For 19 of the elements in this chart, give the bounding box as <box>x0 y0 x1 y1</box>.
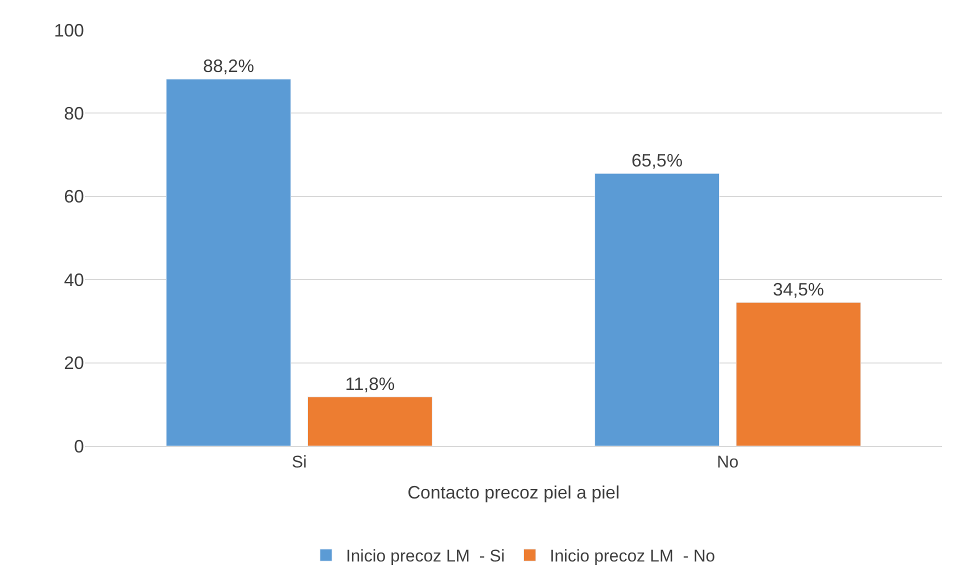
x-tick-label: No <box>716 452 739 472</box>
data-label: 34,5% <box>772 279 824 300</box>
legend-label: Inicio precoz LM - No <box>550 546 716 566</box>
y-tick-label: 40 <box>64 270 84 290</box>
data-label: 88,2% <box>203 56 254 76</box>
y-tick-label: 0 <box>74 436 84 456</box>
bar <box>307 396 432 446</box>
legend-label: Inicio precoz LM - Si <box>346 546 505 566</box>
bar <box>166 78 292 446</box>
data-label: 65,5% <box>632 150 683 171</box>
bar <box>594 173 720 446</box>
y-tick-label: 60 <box>64 186 84 207</box>
x-tick-label: Si <box>292 452 307 472</box>
bar <box>736 302 861 446</box>
y-tick-label: 20 <box>64 353 84 374</box>
y-tick-label: 80 <box>64 104 84 124</box>
data-label: 11,8% <box>345 374 395 394</box>
y-tick-label: 100 <box>54 20 84 40</box>
x-axis-title: Contacto precoz piel a piel <box>407 482 620 502</box>
